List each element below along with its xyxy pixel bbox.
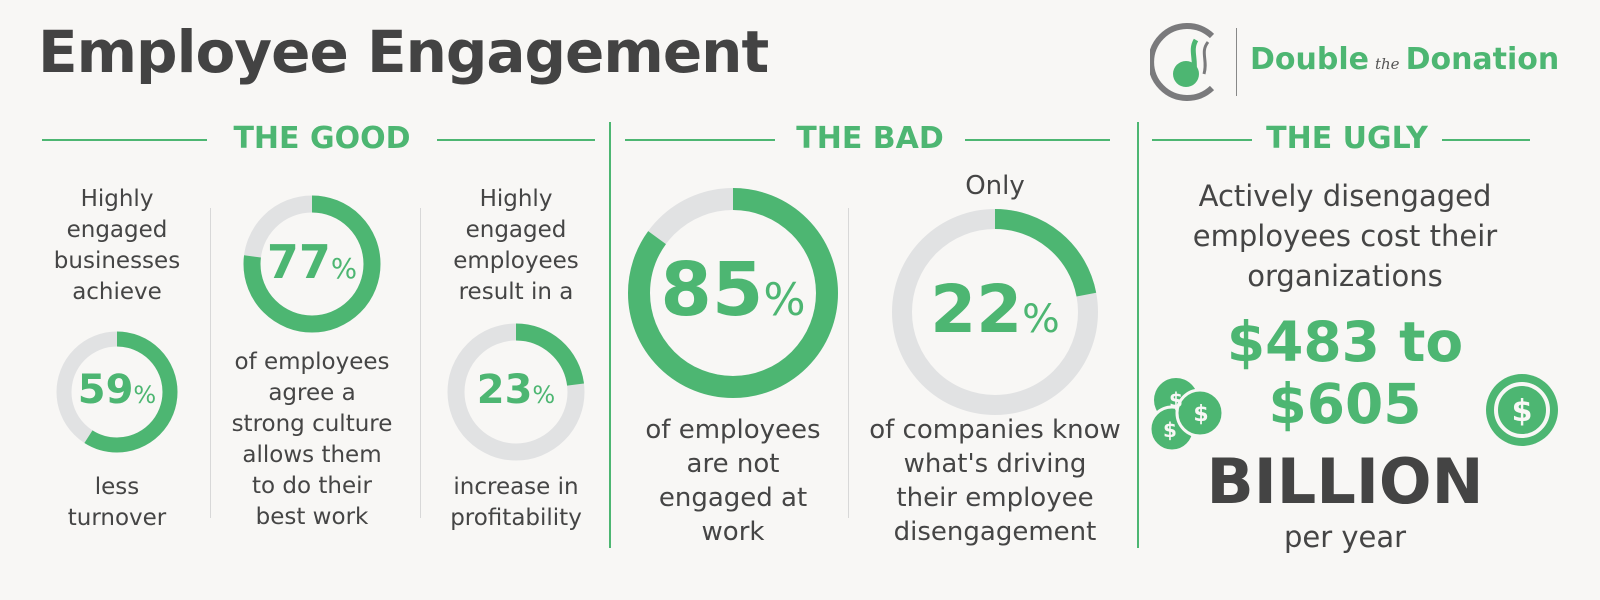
logo-text: Donation: [1405, 42, 1560, 77]
stat-3-before: Highly engaged employees result in a: [453, 186, 579, 305]
section-divider: [609, 122, 611, 548]
divider: [42, 139, 207, 141]
percent-sign: %: [1022, 296, 1060, 343]
svg-text:$: $: [1169, 388, 1183, 412]
percent-sign: %: [330, 252, 358, 286]
svg-text:$: $: [1512, 394, 1533, 429]
percent-sign: %: [532, 381, 556, 410]
stat-percent: 77%: [252, 235, 372, 289]
dollar-coin-icon: $: [1486, 374, 1558, 446]
percent-value: 23: [476, 367, 533, 414]
section-bad-heading: THE BAD: [796, 121, 944, 156]
column-separator: [848, 208, 849, 518]
logo-mark-icon: [1150, 23, 1215, 101]
stat-2-after: of employees agree a strong culture allo…: [231, 349, 393, 530]
stat-1-after: less turnover: [67, 474, 167, 531]
cost-unit: BILLION: [1206, 445, 1484, 518]
donut-arc-85: [628, 188, 838, 398]
divider: [1442, 139, 1530, 141]
donut-arc-59: [56, 331, 178, 453]
donut-arc-77: [243, 195, 381, 333]
percent-value: 85: [660, 247, 764, 334]
donut-arc-23: [447, 323, 585, 461]
cost-amount: $483 to $605: [1226, 310, 1464, 436]
logo-text: the: [1374, 55, 1400, 73]
donut-arc-22: [892, 209, 1098, 415]
divider: [1152, 139, 1252, 141]
divider: [437, 139, 595, 141]
divider: [965, 139, 1110, 141]
column-separator: [420, 208, 421, 518]
divider: [625, 139, 775, 141]
stat-percent: 22%: [902, 271, 1088, 348]
logo: Double the Donation: [1150, 22, 1570, 102]
section-divider: [1137, 122, 1139, 548]
svg-text:$: $: [1193, 402, 1208, 427]
stat-5-after: of companies know what's driving their e…: [869, 415, 1121, 547]
ugly-intro: Actively disengaged employees cost their…: [1192, 179, 1498, 293]
svg-text:$: $: [1163, 418, 1177, 442]
stat-4-after: of employees are not engaged at work: [645, 415, 821, 547]
percent-sign: %: [763, 275, 806, 327]
stat-5-before: Only: [965, 171, 1025, 201]
stat-1-before: Highly engaged businesses achieve: [53, 186, 181, 305]
section-good-heading: THE GOOD: [233, 121, 411, 156]
logo-text: Double: [1250, 42, 1369, 77]
stat-percent: 59%: [64, 367, 170, 413]
column-separator: [210, 208, 211, 518]
cost-period: per year: [1283, 520, 1407, 554]
coins-icon: $ $ $: [1150, 378, 1225, 453]
percent-value: 59: [77, 367, 134, 414]
page-title: Employee Engagement: [38, 18, 769, 86]
percent-value: 77: [266, 235, 331, 290]
stat-3-after: increase in profitability: [450, 474, 582, 531]
percent-sign: %: [133, 381, 157, 410]
stat-percent: 23%: [456, 367, 576, 413]
donut-charts: [56, 188, 1098, 461]
stat-percent: 85%: [639, 247, 827, 333]
section-ugly-heading: THE UGLY: [1266, 121, 1428, 156]
percent-value: 22: [930, 271, 1023, 349]
